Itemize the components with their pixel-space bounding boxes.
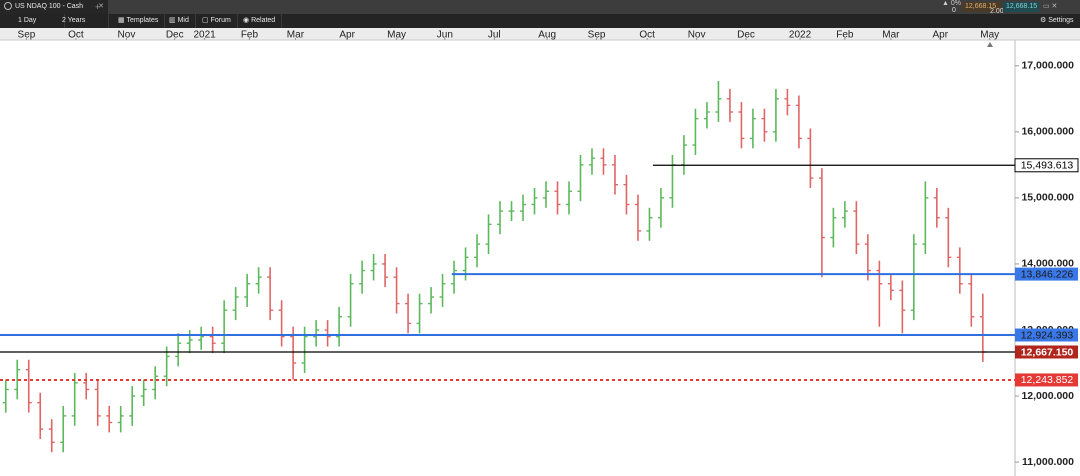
x-tick-label: May xyxy=(980,30,999,41)
add-tab[interactable]: + xyxy=(95,2,101,12)
title-bar: US NDAQ 100 - Cash ✕ + ▲ 0% 0 12,668.15 … xyxy=(0,0,1080,15)
y-tick-label: 16,000.000 xyxy=(1021,126,1074,138)
interval-button[interactable]: 1 Day xyxy=(12,14,65,28)
quote-bid[interactable]: 12,668.15 xyxy=(962,2,1002,12)
x-tick-label: Sep xyxy=(588,30,606,41)
x-tick-label: Mar xyxy=(882,30,900,41)
tab-icon xyxy=(4,2,12,11)
button-label: Settings xyxy=(1048,17,1074,24)
level-badge xyxy=(1015,328,1078,342)
quote-position: 0 xyxy=(952,7,956,14)
settings-button[interactable]: ⚙ Settings xyxy=(1040,17,1074,24)
button-label: Forum xyxy=(210,17,231,24)
related-button[interactable]: ◉ Related xyxy=(237,14,283,28)
range-button[interactable]: 2 Years xyxy=(56,14,109,28)
button-label: Related xyxy=(251,17,276,24)
templates-button[interactable]: ▦ Templates xyxy=(112,14,166,28)
y-tick-label: 12,000.000 xyxy=(1021,390,1074,402)
y-tick-label: 17,000.000 xyxy=(1021,60,1074,72)
button-label: Templates xyxy=(126,17,159,24)
y-tick-label: 15,000.000 xyxy=(1021,192,1074,204)
x-tick-label: Dec xyxy=(166,30,184,41)
level-label: 12,667.150 xyxy=(1021,346,1074,358)
quote-change-row: ▲ 0% xyxy=(942,0,961,7)
x-tick-label: Feb xyxy=(836,30,854,41)
time-axis-band xyxy=(0,28,1080,40)
x-tick-label: 2022 xyxy=(789,30,812,41)
level-badge xyxy=(1015,267,1078,281)
x-tick-label: Feb xyxy=(241,30,259,41)
forum-button[interactable]: ▢ Forum xyxy=(196,14,238,28)
level-badge xyxy=(1014,158,1079,173)
x-tick-label: Jul xyxy=(488,30,501,41)
level-label: 13,846.226 xyxy=(1021,268,1074,280)
x-tick-label: May xyxy=(387,30,406,41)
x-tick-label: Oct xyxy=(68,30,84,41)
x-tick-label: Jun xyxy=(437,30,453,41)
x-tick-label: Oct xyxy=(639,30,655,41)
level-label: 12,924.393 xyxy=(1021,329,1074,341)
x-tick-label: Apr xyxy=(933,30,949,41)
today-marker xyxy=(987,42,993,47)
x-tick-label: Mar xyxy=(287,30,305,41)
toolbar: 1 Day 2 Years ▦ Templates ▥ Mid ▢ Forum … xyxy=(0,14,1080,28)
level-badge xyxy=(1015,373,1078,387)
quote-ask[interactable]: 12,668.15 xyxy=(1003,2,1039,12)
tab-close[interactable]: ✕ xyxy=(98,3,104,10)
chart-tab[interactable]: US NDAQ 100 - Cash ✕ xyxy=(0,0,108,14)
x-tick-label: Sep xyxy=(18,30,36,41)
tab-title: US NDAQ 100 - Cash xyxy=(15,3,84,10)
mid-button[interactable]: ▥ Mid xyxy=(163,14,196,28)
window-controls[interactable]: ▭ ✕ xyxy=(1043,3,1058,10)
x-tick-label: Nov xyxy=(118,30,136,41)
x-tick-label: Nov xyxy=(688,30,706,41)
level-label: 12,243.852 xyxy=(1021,374,1074,386)
level-badge xyxy=(1015,345,1078,359)
quote-change: 0% xyxy=(950,0,961,7)
y-tick-label: 11,000.000 xyxy=(1022,456,1074,468)
x-tick-label: 2021 xyxy=(193,30,216,41)
y-tick-label: 14,000.000 xyxy=(1021,258,1074,270)
level-label: 15,493.613 xyxy=(1021,160,1074,172)
quote-spread: 2.00 xyxy=(990,8,1004,15)
x-tick-label: Aug xyxy=(538,30,556,41)
button-label: Mid xyxy=(177,17,189,24)
x-tick-label: Dec xyxy=(737,30,755,41)
x-tick-label: Apr xyxy=(339,30,355,41)
